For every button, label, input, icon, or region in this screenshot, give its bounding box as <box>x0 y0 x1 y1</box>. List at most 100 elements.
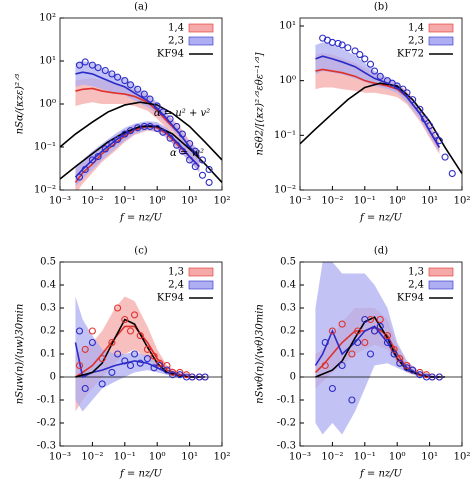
data-point <box>146 95 154 103</box>
band <box>75 61 200 160</box>
band <box>75 296 200 412</box>
data-point <box>186 140 194 148</box>
data-point <box>108 140 116 148</box>
data-point <box>121 130 129 138</box>
data-point <box>88 338 96 347</box>
data-point <box>422 371 431 379</box>
data-point <box>371 67 379 75</box>
x-tick-label: 10⁻¹ <box>354 196 376 207</box>
x-tick-label: 10⁰ <box>389 196 406 207</box>
data-point <box>121 77 129 85</box>
x-tick-label: 10¹ <box>421 196 438 207</box>
data-point <box>366 350 375 358</box>
x-tick-label: 10² <box>454 452 471 463</box>
data-point <box>81 384 89 393</box>
x-tick-label: 10⁻¹ <box>114 196 136 207</box>
legend-label: 2,4 <box>408 280 424 291</box>
y-tick-label: 0 <box>50 372 56 383</box>
y-tick-label: 10⁰ <box>39 99 56 110</box>
data-point <box>403 89 411 97</box>
data-point <box>153 102 161 110</box>
x-tick-label: 10⁻³ <box>49 452 71 463</box>
data-point <box>448 169 456 178</box>
panel: 10⁻³ 10⁻² 10⁻¹ 10⁰ 10¹ 10²10⁻²10⁻¹10⁰10¹10²(a… <box>15 2 231 224</box>
y-tick-label: 10⁻² <box>34 185 56 196</box>
data-point <box>348 350 356 358</box>
x-tick-label: 10² <box>214 196 231 207</box>
data-point <box>376 322 384 330</box>
y-tick-label: 0.3 <box>280 303 296 314</box>
panel: 10⁻³ 10⁻² 10⁻¹ 10⁰ 10¹ 10²10⁻²10⁻¹10⁰10¹(b)f … <box>255 2 471 224</box>
data-point <box>416 105 424 113</box>
data-point <box>390 350 398 358</box>
y-tick-label: 0.4 <box>280 280 296 291</box>
data-point <box>81 58 89 66</box>
y-axis-label: nSα/(κzε)²ᐟ³ <box>15 74 26 135</box>
data-point <box>136 359 144 367</box>
y-tick-label: -0.3 <box>277 441 296 452</box>
data-point <box>354 327 362 335</box>
data-point <box>81 345 89 353</box>
x-tick-label: 10² <box>214 452 231 463</box>
data-point <box>126 327 135 335</box>
legend-label: 2,3 <box>408 36 424 47</box>
y-tick-label: 0.1 <box>40 349 56 360</box>
x-tick-label: 10¹ <box>181 196 198 207</box>
band <box>75 121 200 187</box>
y-axis-label: nSuw(n)/⟨uw⟩30min <box>15 304 26 405</box>
data-point <box>338 361 346 370</box>
data-point <box>146 122 154 131</box>
data-point <box>126 127 135 135</box>
x-axis-label: f = nz/U <box>119 213 163 224</box>
y-axis-label: nSθ2/[(κz)²ᐟ³εθε⁻¹ᐟ³] <box>255 52 266 155</box>
data-point <box>376 72 384 80</box>
data-point <box>166 134 174 142</box>
data-point <box>338 41 346 49</box>
data-point <box>205 178 213 186</box>
data-point <box>159 128 167 136</box>
legend-label: 2,3 <box>168 36 184 47</box>
data-point <box>75 173 84 181</box>
y-tick-label: 10² <box>39 13 56 24</box>
data-point <box>328 38 336 46</box>
legend-label: KF94 <box>157 293 184 304</box>
x-tick-label: 10⁻³ <box>289 196 311 207</box>
plot-area <box>60 296 222 412</box>
legend-label: KF72 <box>397 49 424 60</box>
data-point <box>188 373 196 381</box>
data-point <box>431 131 439 139</box>
x-axis-label: f = nz/U <box>359 469 403 480</box>
data-point <box>344 44 352 52</box>
data-point <box>348 396 356 404</box>
data-point <box>173 141 181 149</box>
y-tick-label: 0.1 <box>280 349 296 360</box>
data-point <box>88 156 96 164</box>
data-point <box>75 61 84 69</box>
y-tick-label: 0.4 <box>40 280 56 291</box>
y-tick-label: 10⁻² <box>274 185 296 196</box>
data-point <box>98 380 106 388</box>
data-point <box>134 85 142 93</box>
panel: 10⁻³ 10⁻² 10⁻¹ 10⁰ 10¹ 10² -0.3 -0.2 -0.1 0 0.1 0.2… <box>255 246 471 480</box>
data-point <box>134 124 142 132</box>
y-tick-label: -0.1 <box>277 395 296 406</box>
data-point <box>354 338 362 347</box>
data-point <box>198 171 207 179</box>
data-point <box>416 368 424 376</box>
legend-label: 1,3 <box>168 267 184 278</box>
y-tick-label: -0.3 <box>37 441 56 452</box>
legend-label: KF94 <box>397 293 424 304</box>
data-point <box>441 153 449 161</box>
legend-swatch <box>188 23 214 33</box>
data-point <box>156 361 164 370</box>
data-point <box>338 320 346 328</box>
x-tick-label: 10⁻² <box>321 196 343 207</box>
panel-title: (a) <box>134 2 148 13</box>
data-point <box>191 147 199 155</box>
data-point <box>75 327 84 335</box>
data-point <box>361 315 369 324</box>
series-line <box>60 101 222 161</box>
data-point <box>393 82 401 90</box>
series-line <box>74 125 200 183</box>
